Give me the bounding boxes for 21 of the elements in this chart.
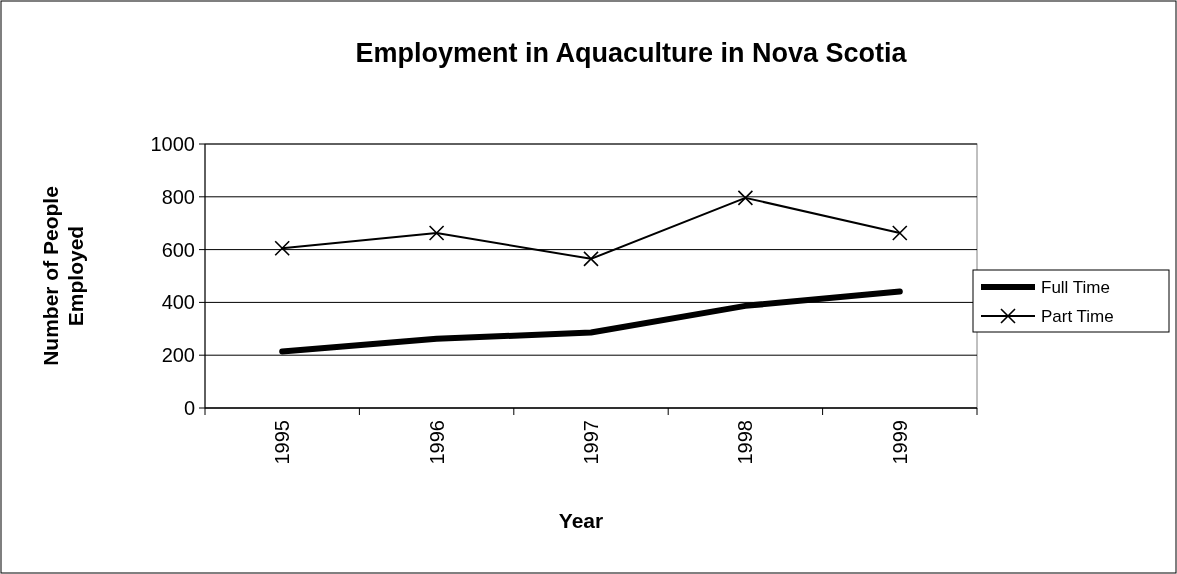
legend-label: Part Time bbox=[1041, 306, 1114, 326]
point bbox=[892, 225, 908, 241]
point bbox=[274, 240, 290, 257]
x-axis-title: Year bbox=[558, 509, 604, 532]
y-tick-label: 1000 bbox=[150, 133, 195, 155]
legend-label: Full Time bbox=[1041, 277, 1110, 297]
y-tick-label: 200 bbox=[161, 344, 195, 367]
y-tick-label: 800 bbox=[161, 185, 195, 208]
x-tick-label: 1997 bbox=[580, 420, 602, 465]
x-tick-label: 1998 bbox=[734, 420, 757, 465]
y-axis-title: Number of People Employed bbox=[39, 186, 87, 366]
y-tick-label: 600 bbox=[161, 238, 195, 261]
chart-title: Employment in Aquaculture in Nova Scotia bbox=[355, 38, 908, 68]
point bbox=[428, 225, 445, 241]
point bbox=[737, 190, 754, 206]
x-tick-label: 1995 bbox=[271, 420, 294, 465]
point bbox=[583, 251, 599, 267]
x-tick-label: 1999 bbox=[888, 420, 911, 465]
y-tick-label: 0 bbox=[183, 397, 195, 419]
y-tick-label: 400 bbox=[161, 291, 195, 314]
x-tick-label: 1996 bbox=[425, 420, 448, 465]
